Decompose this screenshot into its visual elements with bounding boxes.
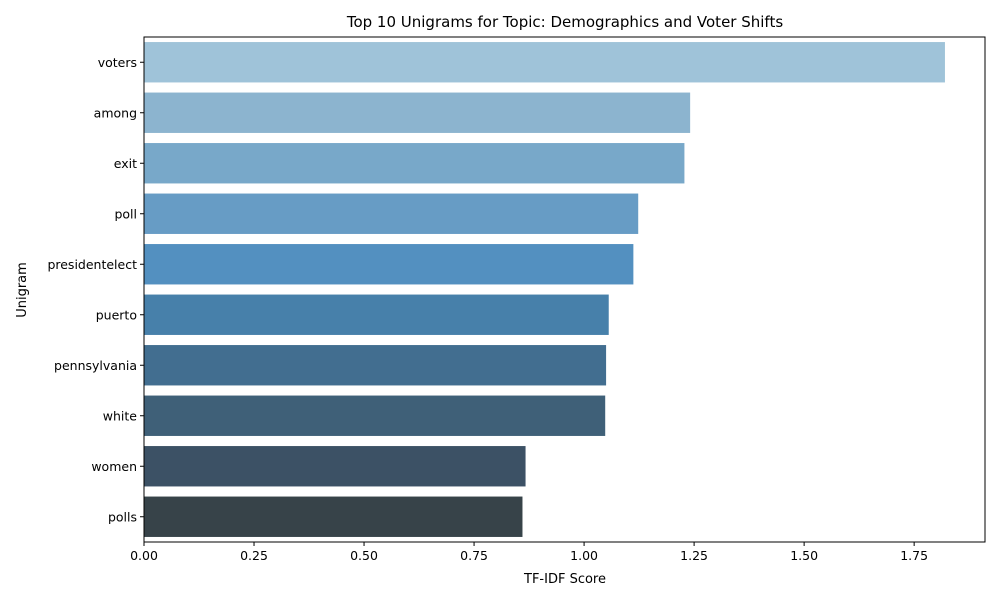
y-tick-label-voters: voters bbox=[98, 55, 137, 70]
x-tick-label: 0.00 bbox=[130, 548, 158, 563]
y-tick-label-women: women bbox=[91, 459, 137, 474]
y-tick-label-puerto: puerto bbox=[96, 307, 137, 322]
plot-frame bbox=[143, 36, 986, 543]
bar-voters bbox=[144, 42, 945, 83]
bars-group bbox=[144, 42, 945, 537]
bar-exit bbox=[144, 143, 685, 184]
y-tick-label-poll: poll bbox=[114, 206, 137, 221]
x-tick-label: 1.25 bbox=[680, 548, 708, 563]
bar-among bbox=[144, 92, 691, 133]
bar-poll bbox=[144, 193, 639, 234]
x-axis-ticks: 0.00 0.25 0.50 0.75 1.00 1.25 1.50 1.75 bbox=[130, 542, 928, 563]
bar-polls bbox=[144, 496, 523, 537]
x-tick-label: 0.75 bbox=[460, 548, 488, 563]
x-tick-label: 0.50 bbox=[350, 548, 378, 563]
y-axis-ticks: voters among exit poll presidentelect puerto p… bbox=[47, 55, 144, 524]
bar-pennsylvania bbox=[144, 345, 607, 386]
chart-title: Top 10 Unigrams for Topic: Demographics … bbox=[346, 13, 783, 31]
bar-puerto bbox=[144, 294, 609, 335]
y-axis-label: Unigram bbox=[15, 262, 30, 318]
y-tick-label-exit: exit bbox=[114, 156, 137, 171]
y-tick-label-presidentelect: presidentelect bbox=[47, 257, 137, 272]
x-tick-label: 1.00 bbox=[570, 548, 598, 563]
y-tick-label-among: among bbox=[94, 105, 137, 120]
x-tick-label: 1.50 bbox=[790, 548, 818, 563]
y-tick-label-polls: polls bbox=[108, 509, 137, 524]
bar-presidentelect bbox=[144, 244, 634, 285]
bar-white bbox=[144, 395, 606, 436]
bar-women bbox=[144, 446, 526, 487]
x-tick-label: 1.75 bbox=[900, 548, 928, 563]
y-tick-label-pennsylvania: pennsylvania bbox=[54, 358, 137, 373]
x-axis-label: TF-IDF Score bbox=[523, 572, 606, 587]
y-tick-label-white: white bbox=[103, 408, 138, 423]
x-tick-label: 0.25 bbox=[240, 548, 268, 563]
